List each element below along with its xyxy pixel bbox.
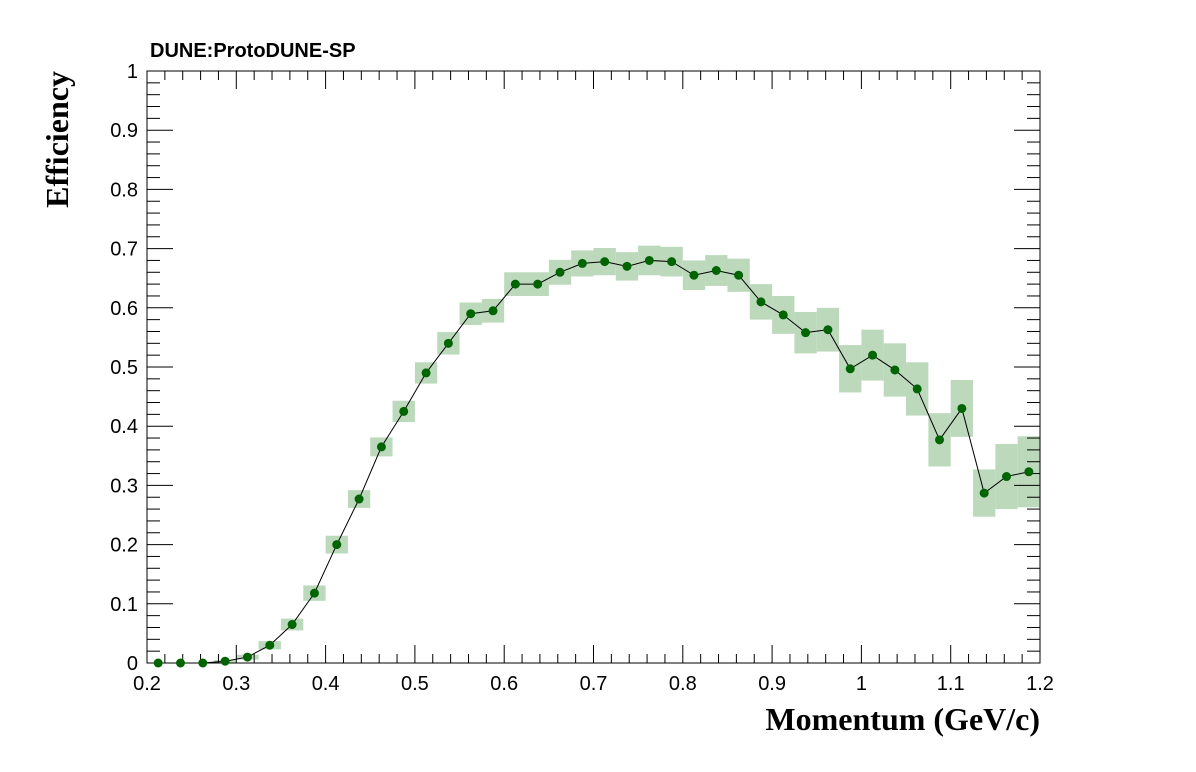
y-tick-label-2: 0.2 [110, 535, 138, 557]
data-point-14 [466, 309, 476, 319]
data-point-33 [890, 365, 900, 375]
data-point-8 [332, 540, 342, 550]
x-tick-label-5: 0.7 [580, 673, 608, 695]
data-point-22 [644, 255, 654, 265]
y-tick-label-1: 0.1 [110, 594, 138, 616]
x-tick-label-3: 0.5 [401, 673, 429, 695]
data-point-38 [1002, 472, 1012, 482]
data-point-34 [912, 384, 922, 394]
x-tick-label-7: 0.9 [758, 673, 786, 695]
data-points [153, 255, 1034, 668]
y-axis-title: Efficiency [39, 71, 75, 208]
data-point-1 [175, 658, 185, 668]
x-tick-label-6: 0.8 [669, 673, 697, 695]
x-tick-label-4: 0.6 [490, 673, 518, 695]
data-point-26 [734, 270, 744, 280]
x-tick-label-2: 0.4 [312, 673, 340, 695]
data-point-3 [220, 656, 230, 666]
chart-title: DUNE:ProtoDUNE-SP [150, 40, 356, 62]
data-point-23 [667, 257, 677, 267]
y-tick-label-4: 0.4 [110, 416, 138, 438]
data-point-31 [845, 364, 855, 374]
x-tick-labels: 0.2 0.3 0.4 0.5 0.6 0.7 0.8 0.9 1 1.1 1.2 [133, 673, 1054, 695]
data-point-25 [711, 266, 721, 276]
data-point-13 [443, 338, 453, 348]
y-tick-label-6: 0.6 [110, 298, 138, 320]
y-tick-label-0: 0 [127, 653, 138, 675]
data-point-21 [622, 261, 632, 271]
y-tick-label-10: 1 [127, 61, 138, 83]
data-point-30 [823, 325, 833, 335]
x-axis-title: Momentum (GeV/c) [765, 701, 1040, 737]
data-point-39 [1024, 467, 1034, 477]
data-point-24 [689, 270, 699, 280]
data-point-2 [198, 658, 208, 668]
y-tick-label-9: 0.9 [110, 120, 138, 142]
data-point-28 [778, 310, 788, 320]
data-point-29 [801, 328, 811, 338]
x-tick-label-9: 1.1 [937, 673, 965, 695]
x-tick-label-0: 0.2 [133, 673, 161, 695]
data-point-18 [555, 267, 565, 277]
data-point-20 [600, 257, 610, 267]
series-line [158, 259, 1029, 664]
data-point-0 [153, 658, 163, 668]
data-point-16 [510, 279, 520, 289]
x-tick-label-10: 1.2 [1026, 673, 1054, 695]
data-point-17 [533, 279, 543, 289]
data-point-37 [979, 488, 989, 498]
data-point-10 [376, 442, 386, 452]
data-point-7 [309, 588, 319, 598]
y-tick-label-7: 0.7 [110, 239, 138, 261]
y-tick-label-3: 0.3 [110, 475, 138, 497]
data-point-12 [421, 368, 431, 378]
x-tick-label-8: 1 [856, 673, 867, 695]
y-tick-labels: 0 0.1 0.2 0.3 0.4 0.5 0.6 0.7 0.8 0.9 1 [110, 61, 138, 675]
data-point-9 [354, 494, 364, 504]
error-bands [213, 245, 1040, 663]
data-point-35 [935, 435, 945, 445]
y-tick-label-5: 0.5 [110, 357, 138, 379]
axis-ticks [146, 70, 1041, 664]
y-tick-label-8: 0.8 [110, 179, 138, 201]
data-point-27 [756, 297, 766, 307]
data-point-6 [287, 620, 297, 630]
data-point-11 [399, 406, 409, 416]
data-point-32 [868, 350, 878, 360]
data-point-19 [577, 258, 587, 268]
data-point-4 [242, 652, 252, 662]
x-tick-label-1: 0.3 [222, 673, 250, 695]
data-point-36 [957, 403, 967, 413]
data-point-5 [265, 640, 275, 650]
data-point-15 [488, 306, 498, 316]
